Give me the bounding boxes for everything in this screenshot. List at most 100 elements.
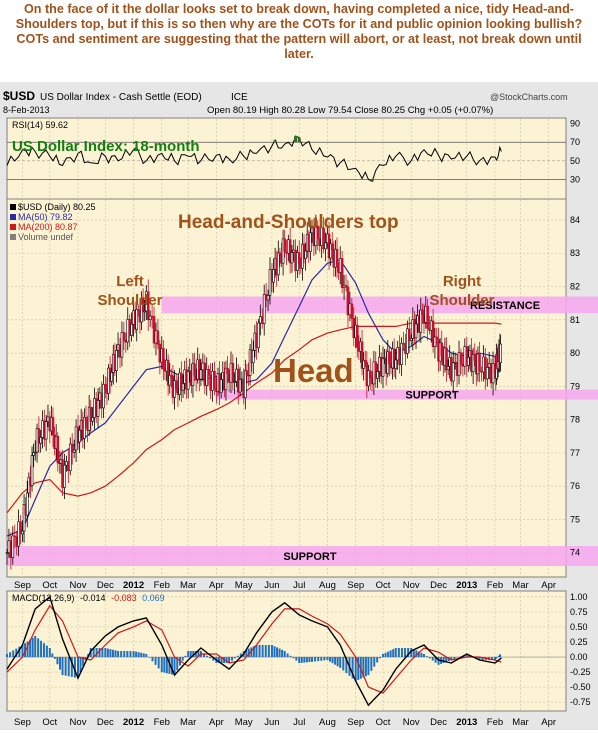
candle-body (91, 417, 94, 422)
candle-body (96, 400, 100, 417)
candle-body (30, 455, 34, 487)
candle-body (168, 375, 172, 386)
candle-body (322, 227, 325, 250)
candle-body (426, 305, 429, 329)
macd-label: MACD(12,26,9) -0.014 -0.083 0.069 (12, 593, 165, 603)
annotation-right-shoulder: Right Shoulder (429, 273, 494, 309)
x-tick-label: Sep (347, 717, 364, 728)
x-tick-label: Feb (487, 717, 503, 728)
candle-body (226, 367, 229, 375)
candle-body (266, 295, 270, 301)
candle-body (277, 252, 280, 276)
candle-body (330, 243, 334, 251)
candle-body (104, 384, 107, 390)
rsi-line (6, 135, 502, 183)
macd-tick-label: 0.25 (570, 637, 588, 647)
candle-body (485, 367, 489, 380)
candle-body (324, 242, 327, 250)
macd-label-name: MACD(12,26,9) (12, 593, 75, 603)
candle-body (174, 380, 178, 389)
x-axis-price: Sep Oct Nov Dec 2012 Feb Mar Apr May Jun Jul Aug Sep… (14, 580, 556, 591)
legend-entry: Volume undef (18, 232, 74, 242)
price-tick-label: 83 (570, 248, 580, 258)
x-tick-label: Oct (42, 580, 57, 591)
candle-body (181, 383, 185, 391)
price-tick-label: 78 (570, 415, 580, 425)
candle-body (84, 417, 88, 421)
x-tick-label: Mar (512, 580, 528, 591)
candle-body (205, 369, 209, 386)
annotation-hs-top: Head-and-Shoulders top (178, 212, 399, 233)
macd-label-macd: -0.014 (80, 593, 106, 603)
macd-tick-label: 0.50 (570, 622, 588, 632)
x-tick-label: Nov (403, 717, 420, 728)
candle-body (224, 367, 228, 390)
candle-body (473, 354, 477, 361)
rsi-tick-label: 50 (570, 156, 580, 166)
macd-panel: 1.00 0.75 0.50 0.25 0.00 -0.25 -0.50 -0.75 MACD… (6, 590, 591, 712)
x-tick-label: 2013 (456, 580, 477, 591)
macd-tick-label: 0.75 (570, 607, 588, 617)
price-tick-label: 84 (570, 215, 580, 225)
macd-tick-label: 0.00 (570, 652, 588, 662)
candle-body (257, 322, 260, 349)
candle-body (478, 353, 481, 372)
candle-body (297, 252, 301, 264)
candle-body (499, 343, 502, 363)
candle-body (5, 552, 9, 555)
candle-body (459, 352, 463, 365)
candle-body (290, 252, 294, 264)
candle-body (22, 504, 26, 532)
candle-body (207, 369, 210, 376)
candle-body (376, 371, 379, 379)
macd-signal-line (6, 604, 502, 694)
candle-body (162, 348, 165, 370)
header-symbol: $USD (3, 89, 35, 103)
candle-body (63, 464, 66, 488)
candle-body (344, 285, 348, 288)
rsi-label: RSI(14) 59.62 (12, 120, 68, 130)
candle-body (193, 363, 196, 376)
x-tick-label: 2013 (456, 717, 477, 728)
x-tick-label: Feb (154, 717, 170, 728)
candle-body (381, 357, 385, 377)
candle-body (388, 351, 391, 365)
candle-body (72, 449, 76, 453)
x-tick-label: May (235, 717, 253, 728)
candle-body (173, 380, 176, 398)
candle-body (446, 365, 450, 371)
legend-swatch (10, 234, 16, 240)
candle-body (70, 443, 74, 453)
candle-body (491, 363, 495, 384)
candle-body (198, 359, 201, 380)
price-tick-label: 76 (570, 481, 580, 491)
candle-body (409, 338, 413, 341)
candle-body (51, 416, 55, 436)
candle-body (304, 250, 307, 259)
band-label-support: SUPPORT (405, 390, 458, 402)
x-tick-label: Sep (347, 580, 364, 591)
candle-body (146, 291, 150, 320)
candle-body (419, 309, 423, 333)
candle-body (392, 348, 396, 369)
header-ohlc: Open 80.19 High 80.28 Low 79.54 Close 80… (207, 105, 493, 116)
x-tick-label: Apr (541, 717, 556, 728)
price-tick-label: 80 (570, 348, 580, 358)
candle-body (445, 347, 448, 371)
macd-label-signal: -0.083 (111, 593, 137, 603)
candle-body (251, 350, 255, 364)
candle-body (180, 372, 183, 391)
candle-body (238, 379, 242, 393)
x-axis-macd: Sep Oct Nov Dec 2012 Feb Mar Apr May Jun Jul Aug Sep… (14, 717, 556, 728)
x-tick-label: 2012 (123, 717, 144, 728)
candle-body (363, 360, 367, 363)
candle-body (110, 372, 113, 382)
candle-body (213, 370, 216, 389)
price-tick-label: 75 (570, 514, 580, 524)
candle-body (400, 342, 403, 365)
rsi-tick-label: 90 (570, 119, 580, 129)
annotation-left-shoulder: Left Shoulder (97, 273, 162, 309)
candle-body (68, 443, 72, 472)
candle-body (355, 324, 359, 348)
candle-body (120, 332, 124, 358)
